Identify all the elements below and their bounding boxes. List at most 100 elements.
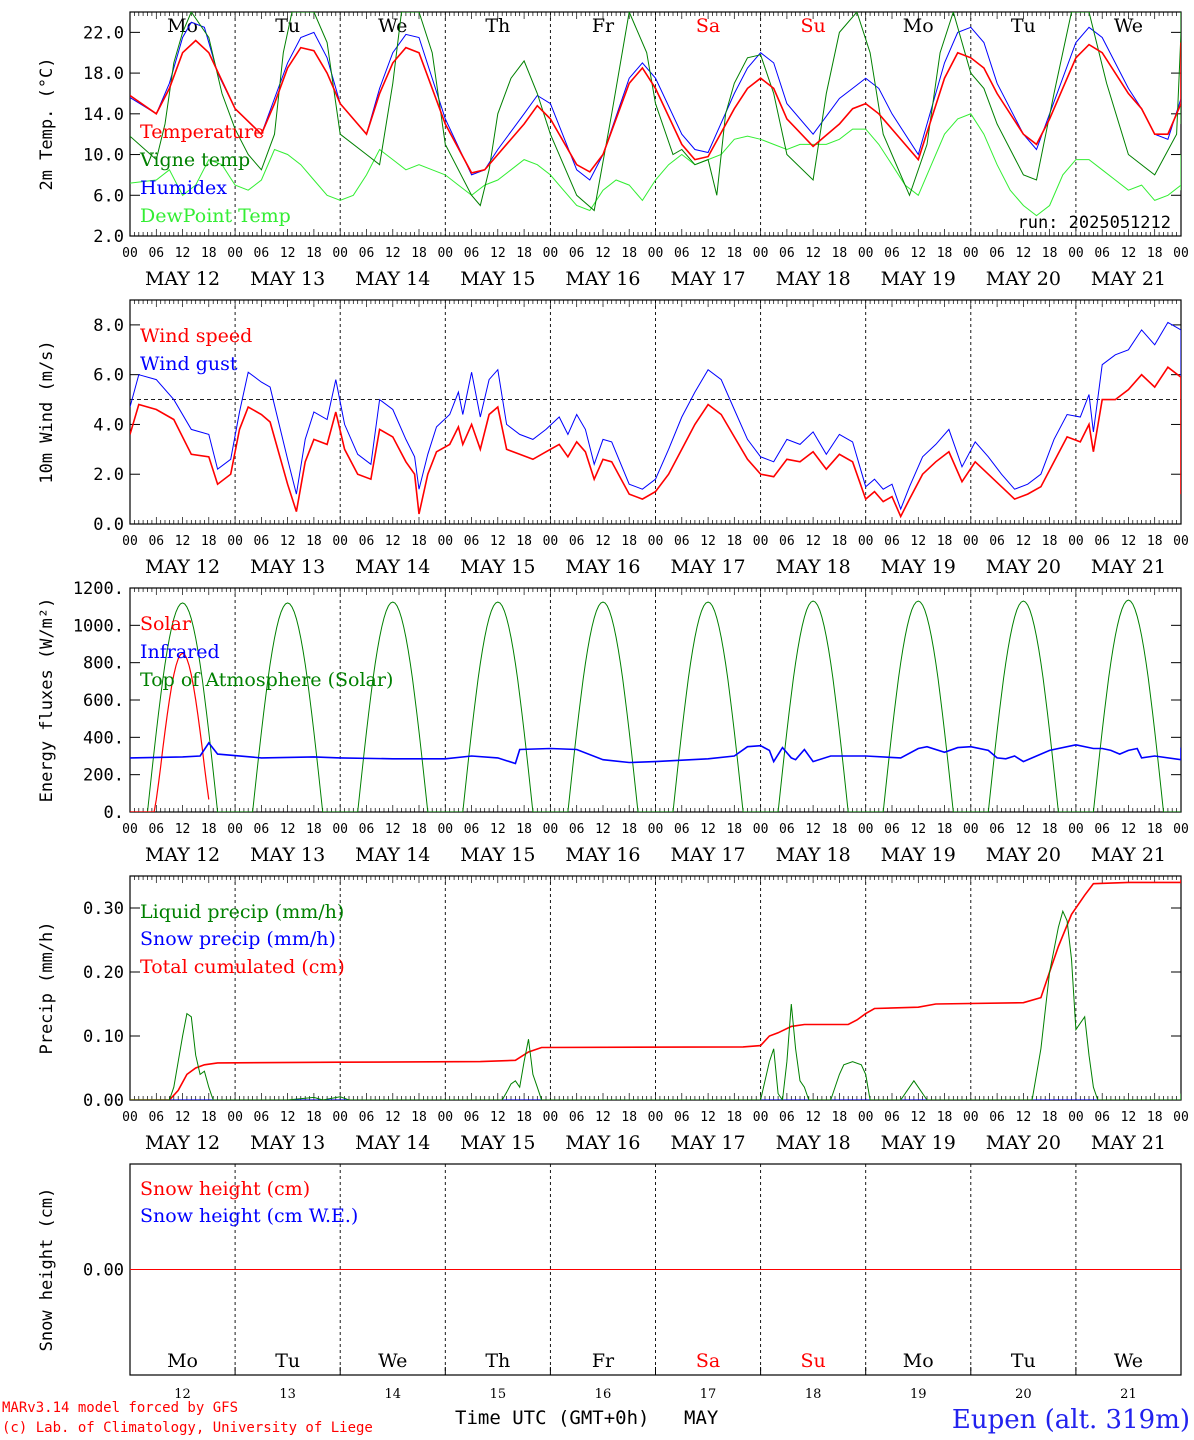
hour-tick-label: 00 bbox=[1173, 1110, 1189, 1125]
y-tick-label: 6.0 bbox=[93, 366, 124, 386]
series-line-humidex bbox=[130, 21, 1181, 181]
hour-tick-label: 00 bbox=[437, 246, 453, 261]
hour-tick-label: 00 bbox=[1068, 822, 1084, 837]
hour-tick-label: 00 bbox=[543, 822, 559, 837]
hour-tick-label: 18 bbox=[621, 534, 637, 549]
hour-tick-label: 06 bbox=[569, 1110, 585, 1125]
y-axis-label: Energy fluxes (W/m²) bbox=[37, 598, 57, 803]
location-title: Eupen (alt. 319m) bbox=[952, 1405, 1190, 1435]
hour-tick-label: 18 bbox=[201, 246, 217, 261]
hour-tick-label: 18 bbox=[306, 534, 322, 549]
hour-tick-label: 12 bbox=[490, 1110, 506, 1125]
date-label: MAY 19 bbox=[881, 268, 956, 290]
hour-tick-label: 18 bbox=[1042, 1110, 1058, 1125]
weekday-label: We bbox=[1114, 1350, 1143, 1372]
hour-tick-label: 00 bbox=[753, 246, 769, 261]
hour-tick-label: 00 bbox=[122, 822, 138, 837]
hour-tick-label: 12 bbox=[700, 246, 716, 261]
date-label: MAY 17 bbox=[670, 556, 745, 578]
date-label: MAY 17 bbox=[670, 1132, 745, 1154]
hour-tick-label: 12 bbox=[385, 822, 401, 837]
hour-tick-label: 00 bbox=[753, 1110, 769, 1125]
hour-tick-label: 18 bbox=[1147, 534, 1163, 549]
hour-tick-label: 06 bbox=[989, 822, 1005, 837]
weekday-label: We bbox=[378, 1350, 407, 1372]
legend-entry: Top of Atmosphere (Solar) bbox=[140, 669, 393, 691]
hour-tick-label: 12 bbox=[700, 1110, 716, 1125]
weekday-label: Su bbox=[801, 15, 826, 37]
hour-tick-label: 06 bbox=[1094, 246, 1110, 261]
hour-tick-label: 18 bbox=[937, 534, 953, 549]
hour-tick-label: 18 bbox=[201, 534, 217, 549]
hour-tick-label: 06 bbox=[989, 246, 1005, 261]
hour-tick-label: 00 bbox=[437, 822, 453, 837]
date-label: MAY 21 bbox=[1091, 556, 1166, 578]
weekday-label: Sa bbox=[696, 1350, 720, 1372]
legend-entry: Infrared bbox=[140, 641, 220, 663]
hour-tick-label: 18 bbox=[832, 246, 848, 261]
hour-tick-label: 00 bbox=[543, 534, 559, 549]
date-label: MAY 21 bbox=[1091, 844, 1166, 866]
hour-tick-label: 18 bbox=[1147, 822, 1163, 837]
hour-tick-label: 00 bbox=[858, 246, 874, 261]
hour-tick-label: 12 bbox=[490, 246, 506, 261]
hour-tick-label: 00 bbox=[122, 1110, 138, 1125]
temperature-frame bbox=[129, 11, 1182, 237]
hour-tick-label: 00 bbox=[1173, 822, 1189, 837]
day-number-label: 21 bbox=[1120, 1387, 1137, 1402]
date-label: MAY 13 bbox=[250, 268, 325, 290]
hour-tick-label: 18 bbox=[832, 534, 848, 549]
hour-tick-label: 12 bbox=[805, 534, 821, 549]
hour-tick-label: 00 bbox=[963, 822, 979, 837]
hour-tick-label: 00 bbox=[963, 246, 979, 261]
hour-tick-label: 00 bbox=[1068, 1110, 1084, 1125]
hour-tick-label: 06 bbox=[674, 246, 690, 261]
model-credit: MARv3.14 model forced by GFS bbox=[2, 1400, 238, 1416]
date-label: MAY 18 bbox=[776, 1132, 851, 1154]
hour-tick-label: 06 bbox=[359, 534, 375, 549]
hour-tick-label: 18 bbox=[621, 822, 637, 837]
hour-tick-label: 18 bbox=[411, 246, 427, 261]
y-tick-label: 0.20 bbox=[83, 963, 124, 983]
weekday-label: Th bbox=[485, 1350, 510, 1372]
hour-tick-label: 06 bbox=[779, 822, 795, 837]
date-label: MAY 12 bbox=[145, 268, 220, 290]
hour-tick-label: 12 bbox=[700, 534, 716, 549]
date-label: MAY 16 bbox=[565, 1132, 640, 1154]
hour-tick-label: 12 bbox=[805, 1110, 821, 1125]
hour-tick-label: 00 bbox=[1068, 534, 1084, 549]
hour-tick-label: 12 bbox=[280, 534, 296, 549]
date-label: MAY 19 bbox=[881, 844, 956, 866]
hour-tick-label: 00 bbox=[332, 534, 348, 549]
hour-tick-label: 06 bbox=[884, 246, 900, 261]
weekday-label: Mo bbox=[903, 1350, 934, 1372]
legend-entry: DewPoint Temp bbox=[140, 205, 291, 227]
hour-tick-label: 18 bbox=[726, 1110, 742, 1125]
series-line-liquid-precip-mm-h bbox=[130, 909, 1181, 1100]
hour-tick-label: 06 bbox=[779, 246, 795, 261]
weekday-label: We bbox=[1114, 15, 1143, 37]
hour-tick-label: 06 bbox=[989, 534, 1005, 549]
day-number-label: 19 bbox=[910, 1387, 927, 1402]
date-label: MAY 15 bbox=[460, 556, 535, 578]
hour-tick-label: 00 bbox=[543, 246, 559, 261]
hour-tick-label: 06 bbox=[359, 822, 375, 837]
hour-tick-label: 06 bbox=[254, 1110, 270, 1125]
series-line-temperature bbox=[130, 39, 1181, 174]
hour-tick-label: 06 bbox=[464, 246, 480, 261]
weekday-label: Tu bbox=[1011, 1350, 1036, 1372]
weekday-label: Mo bbox=[167, 15, 198, 37]
hour-tick-label: 12 bbox=[385, 1110, 401, 1125]
hour-tick-label: 06 bbox=[254, 822, 270, 837]
hour-tick-label: 00 bbox=[1173, 534, 1189, 549]
hour-tick-label: 18 bbox=[726, 246, 742, 261]
hour-tick-label: 12 bbox=[280, 822, 296, 837]
y-tick-label: 600. bbox=[83, 691, 124, 711]
date-label: MAY 14 bbox=[355, 1132, 430, 1154]
date-label: MAY 13 bbox=[250, 1132, 325, 1154]
legend-entry: Liquid precip (mm/h) bbox=[140, 901, 344, 923]
date-label: MAY 13 bbox=[250, 844, 325, 866]
day-number-label: 13 bbox=[279, 1387, 296, 1402]
y-tick-label: 0. bbox=[104, 803, 124, 823]
